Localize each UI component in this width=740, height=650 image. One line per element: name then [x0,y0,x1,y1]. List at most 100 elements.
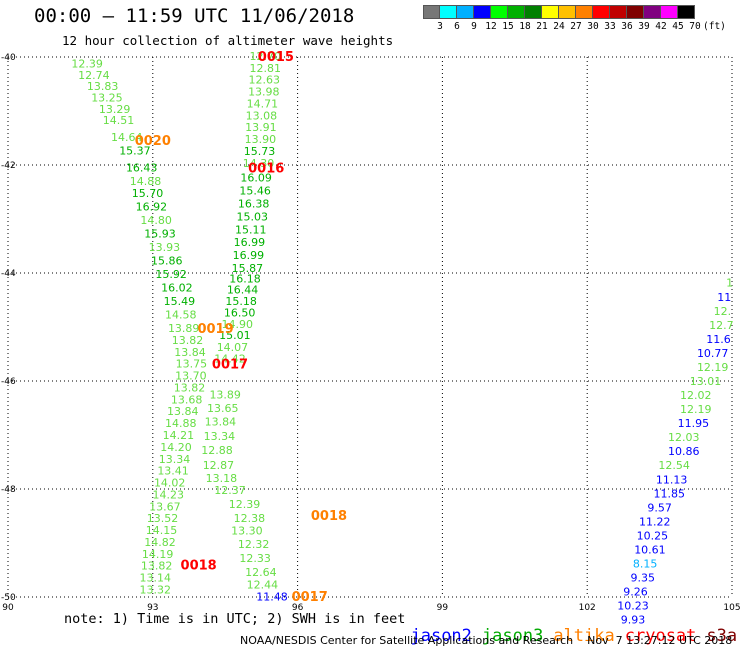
wave-height-value: 12.7 [709,319,734,332]
wave-height-value: 14.30 [243,157,275,170]
wave-height-value: 9.35 [630,572,655,585]
wave-height-value: 12.37 [214,484,246,497]
wave-height-value: 13.68 [171,393,203,406]
wave-height-value: 11.85 [654,487,686,500]
sat-jason2: jason2 [410,626,472,646]
wave-height-value: 15.70 [132,187,164,200]
legend-label: 18 [519,21,531,32]
wave-height-value: 13.34 [159,453,191,466]
legend-label: 70 [689,21,701,32]
wave-height-value: 15.11 [235,223,267,236]
wave-height-value: 10.86 [668,445,700,458]
lon-label: 93 [147,603,158,613]
pass-id-label: 0019 [197,322,233,337]
wave-height-value: 12.33 [239,552,271,565]
sat-altika: altika [553,626,615,646]
wave-height-value: 14.88 [130,175,162,188]
wave-height-value: 8.15 [633,558,658,571]
legend-swatch [457,5,474,19]
wave-height-color-legend: 3 6 9 12 15 18 21 24 27 30 33 36 39 42 45 70 (ft) [423,5,726,33]
lon-label: 102 [579,603,596,613]
legend-swatch [593,5,610,19]
sat-cryosat: cryosat [624,626,697,646]
wave-height-value: 15.01 [219,329,251,342]
wave-height-value: 15.87 [232,262,264,275]
wave-height-value: 14.71 [247,97,279,110]
wave-height-value: 10.23 [617,600,649,613]
wave-height-value: 15.49 [164,295,196,308]
pass-id-label: 0018 [181,559,217,574]
legend-label: 27 [570,21,582,32]
wave-height-value: 14.07 [217,341,249,354]
wave-height-value: 13.67 [149,500,181,513]
wave-height-value: 13.89 [209,389,241,402]
wave-height-value: 12.19 [697,361,729,374]
legend-label: 9 [471,21,477,32]
sat-jason3: jason3 [481,626,544,646]
wave-height-value: 12.44 [247,579,279,592]
legend-swatch [491,5,508,19]
wave-height-value: 13.82 [174,381,206,394]
wave-height-value: 13.84 [205,416,237,429]
wave-height-tracks: 12.3912.7413.8313.2513.2914.5114.6415.37… [71,50,733,627]
wave-height-value: 10.77 [697,347,729,360]
wave-height-value: 16.50 [224,306,256,319]
wave-height-value: 9.57 [647,501,672,514]
legend-label: 36 [621,21,633,32]
wave-height-value: 9.26 [623,586,648,599]
pass-id-label: 0015 [258,50,294,65]
wave-height-value: 13.70 [175,370,207,383]
wave-height-value: 12.64 [245,566,277,579]
wave-height-value: 15.18 [225,295,257,308]
track-track-c: 16.0215.4914.5813.8913.8213.8413.7513.70… [139,282,207,597]
legend-swatch [678,5,695,19]
lon-label: 90 [2,603,14,613]
legend-swatch [525,5,542,19]
wave-height-value: 12.39 [229,498,261,511]
legend-swatch [661,5,678,19]
legend-label: 30 [587,21,599,32]
wave-height-value: 13.75 [176,358,208,371]
wave-height-value: 13.34 [204,430,236,443]
wave-height-value: 13.83 [87,80,119,93]
legend-swatch [474,5,491,19]
wave-height-value: 12.87 [203,459,235,472]
wave-height-value: 13.65 [207,402,239,415]
pass-id-label: 0018 [311,509,347,524]
satellite-legend: jason2 jason3 altika cryosat s3a [390,606,740,646]
wave-height-value: 15.46 [239,184,271,197]
wave-height-value: 14.64 [111,131,143,144]
legend-label: 33 [604,21,616,32]
wave-height-value: 13.82 [141,560,173,573]
wave-height-value: 16.99 [233,249,265,262]
credit-line: NOAA/NESDIS Center for Satellite Applica… [240,634,733,647]
wave-height-value: 13.32 [139,583,171,596]
wave-height-value: 12.39 [71,57,103,70]
legend-swatch [610,5,627,19]
legend-swatch [627,5,644,19]
wave-height-value: 15.86 [151,255,183,268]
wave-height-value: 13.89 [168,322,200,335]
wave-height-value: 11 [717,291,731,304]
legend-labels: 3 6 9 12 15 18 21 24 27 30 33 36 39 42 45 70 (ft) [423,19,726,33]
wave-height-value: 14.51 [103,114,135,127]
wave-height-value: 15.93 [144,228,176,241]
wave-height-value: 11.13 [656,473,688,486]
wave-height-value: 12.02 [680,389,712,402]
wave-height-value: 1 [726,277,733,290]
wave-height-value: 11.95 [678,417,710,430]
wave-height-value: 12.63 [249,74,281,87]
track-track-d: 11112.12.711.610.7712.1913.0112.0212.191… [617,277,733,627]
wave-height-value: 16.92 [136,201,168,214]
lat-label: -50 [1,593,16,603]
lat-label: -44 [1,269,16,279]
lon-label: 105 [723,603,740,613]
wave-height-value: 13.08 [246,109,278,122]
wave-height-value: 9.93 [621,614,646,627]
legend-label: 45 [672,21,684,32]
pass-id-label: 0016 [248,162,284,177]
wave-height-value: 15.03 [236,210,268,223]
wave-height-value: 15.92 [155,268,187,281]
